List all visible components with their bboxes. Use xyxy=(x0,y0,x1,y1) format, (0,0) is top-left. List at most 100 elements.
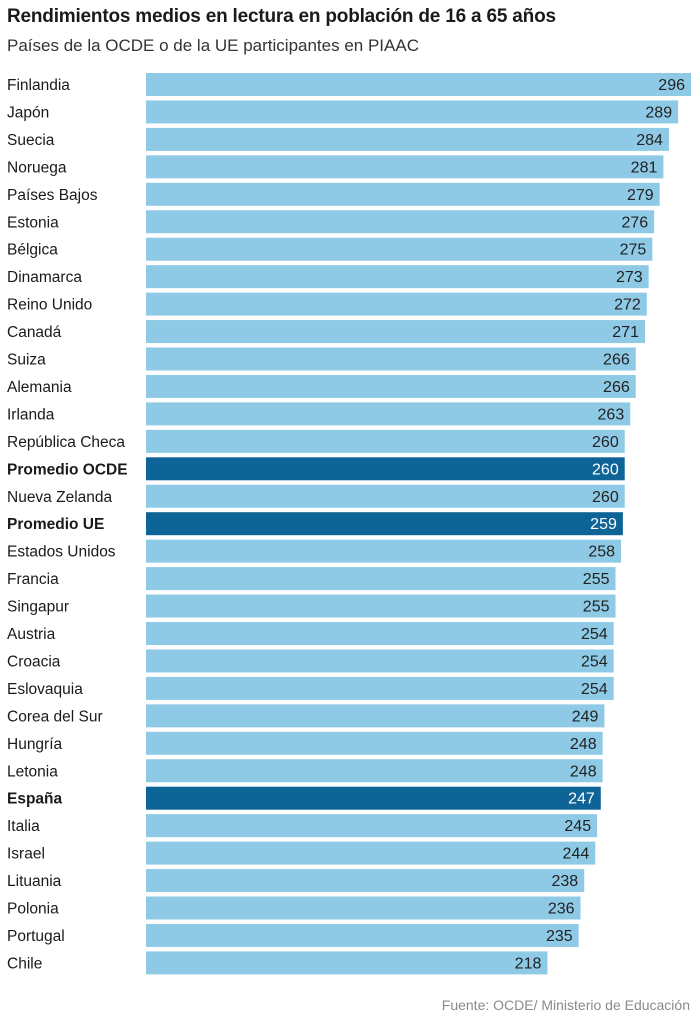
bar-group-nueva-zelanda: Nueva Zelanda 260 xyxy=(7,484,625,508)
bar-group-republica-checa: República Checa 260 xyxy=(7,429,625,453)
bar-group-austria: Austria 254 xyxy=(7,622,614,645)
bar-alemania xyxy=(146,374,636,398)
bar-promedio-ue xyxy=(146,512,623,536)
bar-group-belgica: Bélgica 275 xyxy=(7,237,653,261)
bar-hungria xyxy=(146,731,603,755)
bar-group-francia: Francia 255 xyxy=(7,567,616,591)
bar-espana xyxy=(146,786,601,810)
category-label-dinamarca: Dinamarca xyxy=(7,269,82,286)
category-label-estonia: Estonia xyxy=(7,214,59,231)
bar-group-chile: Chile 218 xyxy=(7,951,548,975)
bar-israel xyxy=(146,841,596,865)
bar-group-portugal: Portugal 235 xyxy=(7,923,579,947)
value-label-promedio-ocde: 260 xyxy=(592,461,619,478)
bar-group-estados-unidos: Estados Unidos 258 xyxy=(7,539,622,563)
category-label-promedio-ue: Promedio UE xyxy=(7,516,104,533)
value-label-alemania: 266 xyxy=(603,379,630,396)
bar-group-canada: Canadá 271 xyxy=(7,320,645,344)
value-label-corea-del-sur: 249 xyxy=(572,708,599,725)
bar-group-paises-bajos: Países Bajos 279 xyxy=(7,182,660,206)
category-label-lituania: Lituania xyxy=(7,873,62,890)
bar-group-suiza: Suiza 266 xyxy=(7,347,636,371)
bar-group-singapur: Singapur 255 xyxy=(7,594,616,618)
category-label-francia: Francia xyxy=(7,571,59,588)
category-label-belgica: Bélgica xyxy=(7,242,58,259)
bar-polonia xyxy=(146,896,581,920)
value-label-singapur: 255 xyxy=(583,599,610,616)
category-label-nueva-zelanda: Nueva Zelanda xyxy=(7,489,113,506)
category-label-portugal: Portugal xyxy=(7,928,65,945)
category-label-italia: Italia xyxy=(7,818,40,835)
category-label-republica-checa: República Checa xyxy=(7,434,125,451)
category-label-suiza: Suiza xyxy=(7,352,46,369)
category-label-paises-bajos: Países Bajos xyxy=(7,187,98,204)
bar-group-estonia: Estonia 276 xyxy=(7,210,655,234)
bar-group-reino-unido: Reino Unido 272 xyxy=(7,292,647,316)
value-label-letonia: 248 xyxy=(570,763,597,780)
value-label-italia: 245 xyxy=(564,818,591,835)
category-label-estados-unidos: Estados Unidos xyxy=(7,544,116,561)
value-label-noruega: 281 xyxy=(631,159,658,176)
bar-lituania xyxy=(146,869,585,893)
category-label-reino-unido: Reino Unido xyxy=(7,297,92,314)
bar-eslovaquia xyxy=(146,676,614,700)
category-label-irlanda: Irlanda xyxy=(7,406,55,423)
value-label-reino-unido: 272 xyxy=(614,297,641,314)
bar-group-irlanda: Irlanda 263 xyxy=(7,402,631,426)
value-label-israel: 244 xyxy=(563,846,590,863)
bar-japon xyxy=(146,100,679,124)
value-label-dinamarca: 273 xyxy=(616,269,643,286)
category-label-hungria: Hungría xyxy=(7,736,63,753)
category-label-israel: Israel xyxy=(7,846,45,863)
bar-letonia xyxy=(146,759,603,783)
category-label-letonia: Letonia xyxy=(7,763,58,780)
value-label-portugal: 235 xyxy=(546,928,573,945)
category-label-japon: Japón xyxy=(7,104,49,121)
bar-paises-bajos xyxy=(146,182,660,206)
bar-suecia xyxy=(146,127,669,151)
category-label-alemania: Alemania xyxy=(7,379,72,396)
bar-group-croacia: Croacia 254 xyxy=(7,649,614,673)
category-label-chile: Chile xyxy=(7,955,42,972)
bar-group-italia: Italia 245 xyxy=(7,814,598,838)
category-label-singapur: Singapur xyxy=(7,599,69,616)
bar-noruega xyxy=(146,155,664,179)
bar-group-noruega: Noruega 281 xyxy=(7,155,664,179)
category-label-croacia: Croacia xyxy=(7,653,61,670)
bar-belgica xyxy=(146,237,653,261)
bar-group-espana: España 247 xyxy=(7,786,601,810)
value-label-lituania: 238 xyxy=(552,873,579,890)
value-label-estados-unidos: 258 xyxy=(588,544,615,561)
chart-title: Rendimientos medios en lectura en poblac… xyxy=(7,6,556,27)
bar-italia xyxy=(146,814,598,838)
value-label-paises-bajos: 279 xyxy=(627,187,654,204)
bar-group-alemania: Alemania 266 xyxy=(7,374,636,398)
bar-group-suecia: Suecia 284 xyxy=(7,127,669,151)
bar-francia xyxy=(146,567,616,591)
bar-estados-unidos xyxy=(146,539,622,563)
bar-group-polonia: Polonia 236 xyxy=(7,896,581,920)
bar-group-israel: Israel 244 xyxy=(7,841,596,865)
bar-group-hungria: Hungría 248 xyxy=(7,731,603,755)
value-label-polonia: 236 xyxy=(548,901,575,918)
bar-promedio-ocde xyxy=(146,457,625,481)
bar-corea-del-sur xyxy=(146,704,605,728)
category-label-finlandia: Finlandia xyxy=(7,77,70,94)
bar-group-dinamarca: Dinamarca 273 xyxy=(7,265,649,289)
value-label-japon: 289 xyxy=(645,104,672,121)
bar-portugal xyxy=(146,923,579,947)
bar-group-corea-del-sur: Corea del Sur 249 xyxy=(7,704,605,728)
bar-group-letonia: Letonia 248 xyxy=(7,759,603,783)
category-label-corea-del-sur: Corea del Sur xyxy=(7,708,103,725)
category-label-espana: España xyxy=(7,791,63,808)
value-label-chile: 218 xyxy=(515,955,542,972)
bar-dinamarca xyxy=(146,265,649,289)
bar-group-japon: Japón 289 xyxy=(7,100,679,124)
bar-nueva-zelanda xyxy=(146,484,625,508)
bar-reino-unido xyxy=(146,292,647,316)
bar-irlanda xyxy=(146,402,631,426)
value-label-suiza: 266 xyxy=(603,352,630,369)
bar-chile xyxy=(146,951,548,975)
bar-finlandia xyxy=(146,73,691,96)
bar-group-promedio-ue: Promedio UE 259 xyxy=(7,512,623,536)
